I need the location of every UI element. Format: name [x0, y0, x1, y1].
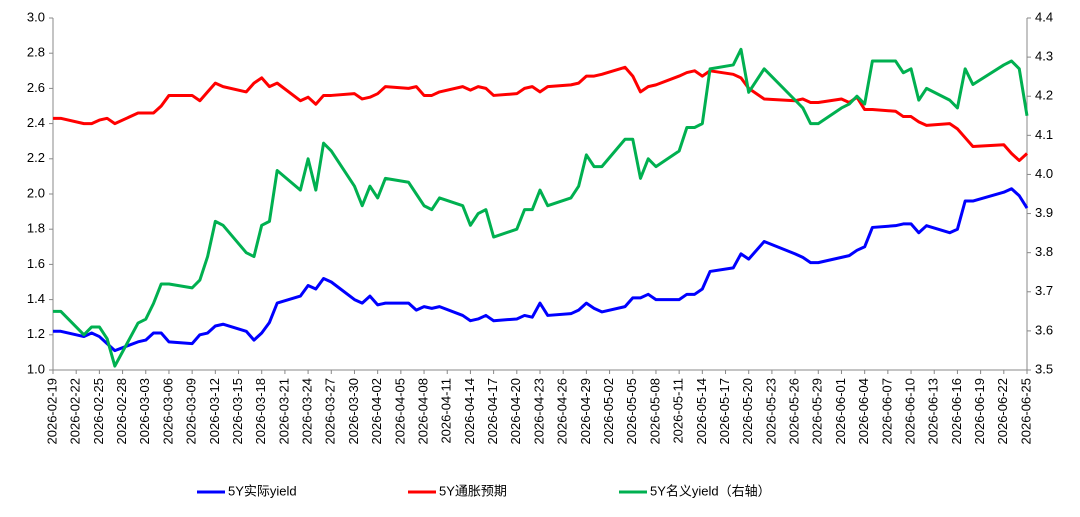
x-tick-label: 2026-03-03 — [137, 378, 152, 445]
y2-tick-label: 4.1 — [1035, 127, 1053, 142]
x-tick-label: 2026-04-26 — [555, 378, 570, 445]
x-tick-label: 2026-03-06 — [160, 378, 175, 445]
y2-tick-label: 3.6 — [1035, 322, 1053, 337]
y-tick-label: 1.2 — [27, 326, 45, 341]
x-tick-label: 2026-05-14 — [694, 378, 709, 445]
x-tick-label: 2026-02-28 — [114, 378, 129, 445]
y-tick-label: 2.4 — [27, 115, 45, 130]
y-tick-label: 2.0 — [27, 185, 45, 200]
x-tick-label: 2026-02-25 — [91, 378, 106, 445]
x-tick-label: 2026-06-07 — [879, 378, 894, 445]
y-tick-label: 1.8 — [27, 221, 45, 236]
x-tick-label: 2026-03-27 — [323, 378, 338, 445]
x-tick-label: 2026-04-02 — [369, 378, 384, 445]
x-tick-label: 2026-05-23 — [763, 378, 778, 445]
x-tick-label: 2026-05-29 — [810, 378, 825, 445]
x-tick-label: 2026-06-25 — [1018, 378, 1033, 445]
legend-label: 5Y通胀预期 — [439, 483, 507, 498]
x-tick-label: 2026-04-08 — [415, 378, 430, 445]
x-tick-label: 2026-03-18 — [253, 378, 268, 445]
x-tick-label: 2026-04-05 — [392, 378, 407, 445]
y2-tick-label: 3.7 — [1035, 283, 1053, 298]
y-tick-label: 1.4 — [27, 291, 45, 306]
x-tick-label: 2026-06-01 — [833, 378, 848, 445]
x-tick-label: 2026-05-20 — [740, 378, 755, 445]
y2-tick-label: 3.8 — [1035, 244, 1053, 259]
x-tick-label: 2026-06-13 — [926, 378, 941, 445]
x-tick-label: 2026-05-17 — [717, 378, 732, 445]
x-tick-label: 2026-04-14 — [462, 378, 477, 445]
x-tick-label: 2026-03-30 — [346, 378, 361, 445]
y2-tick-label: 4.0 — [1035, 166, 1053, 181]
y-tick-label: 2.6 — [27, 80, 45, 95]
y2-tick-label: 4.3 — [1035, 49, 1053, 64]
y2-tick-label: 3.5 — [1035, 361, 1053, 376]
y-tick-label: 2.2 — [27, 150, 45, 165]
legend-label: 5Y名义yield（右轴） — [650, 483, 771, 498]
y2-tick-label: 4.2 — [1035, 88, 1053, 103]
y-tick-label: 1.6 — [27, 256, 45, 271]
x-tick-label: 2026-03-09 — [184, 378, 199, 445]
x-tick-label: 2026-03-24 — [300, 378, 315, 445]
x-tick-label: 2026-05-02 — [601, 378, 616, 445]
y2-tick-label: 4.4 — [1035, 9, 1053, 24]
x-tick-label: 2026-04-11 — [439, 378, 454, 444]
x-tick-label: 2026-03-15 — [230, 378, 245, 445]
x-tick-label: 2026-06-22 — [995, 378, 1010, 445]
y2-tick-label: 3.9 — [1035, 205, 1053, 220]
series-line — [53, 187, 1029, 353]
x-tick-label: 2026-02-19 — [44, 378, 59, 445]
x-tick-label: 2026-05-11 — [671, 378, 686, 444]
x-tick-label: 2026-06-04 — [856, 378, 871, 445]
y-tick-label: 1.0 — [27, 361, 45, 376]
series-line — [53, 47, 1029, 368]
y-tick-label: 3.0 — [27, 9, 45, 24]
x-tick-label: 2026-04-20 — [508, 378, 523, 445]
x-tick-label: 2026-03-12 — [207, 378, 222, 445]
x-tick-label: 2026-04-17 — [485, 378, 500, 445]
x-tick-label: 2026-02-22 — [68, 378, 83, 445]
y-tick-label: 2.8 — [27, 45, 45, 60]
x-tick-label: 2026-05-08 — [647, 378, 662, 445]
legend-label: 5Y实际yield — [228, 483, 297, 498]
x-tick-label: 2026-05-26 — [787, 378, 802, 445]
x-tick-label: 2026-03-21 — [276, 378, 291, 445]
x-tick-label: 2026-06-16 — [949, 378, 964, 445]
x-tick-label: 2026-06-19 — [972, 378, 987, 445]
x-tick-label: 2026-06-10 — [902, 378, 917, 445]
series-line — [53, 65, 1029, 163]
x-tick-label: 2026-05-05 — [624, 378, 639, 445]
x-tick-label: 2026-04-23 — [531, 378, 546, 445]
x-tick-label: 2026-04-29 — [578, 378, 593, 445]
